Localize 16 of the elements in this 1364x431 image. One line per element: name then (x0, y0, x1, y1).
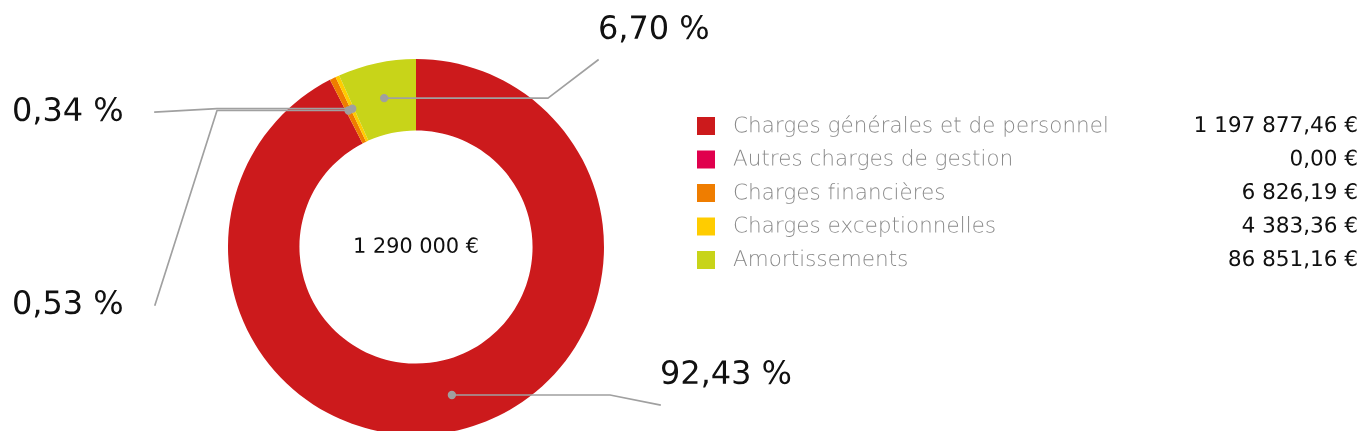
text: 4 383,36 € (1242, 216, 1357, 235)
text: 1 197 877,46 € (1196, 115, 1357, 135)
text: 1 290 000 € (355, 237, 478, 254)
data-label: 0,34 % (14, 97, 122, 125)
legend-label: Charges exceptionnelles (734, 216, 995, 237)
text: 6 826,19 € (1243, 182, 1357, 202)
legend-label: Amortissements (733, 249, 907, 267)
text: 86 851,16 € (1229, 249, 1357, 269)
data-label: 6,70 % (600, 15, 708, 43)
data-label: 92,43 % (662, 360, 791, 388)
legend-label: Charges financières (734, 182, 944, 204)
legend-label: Autres charges de gestion (733, 149, 1011, 170)
legend-label: Charges générales et de personnel (734, 115, 1107, 137)
donut-slice (339, 59, 416, 141)
text: 0,00 € (1290, 149, 1357, 168)
data-label: 0,53 % (14, 290, 122, 318)
